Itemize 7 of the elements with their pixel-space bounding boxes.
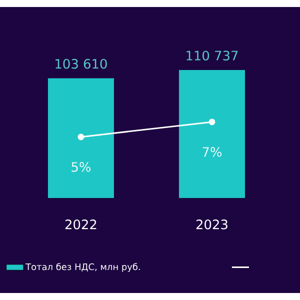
data-label: 103 610 (56, 58, 107, 69)
x-tick-label: 2022 (65, 220, 96, 230)
data-label: 5% (72, 162, 91, 172)
x-tick-label: 2023 (196, 220, 228, 230)
data-label: 7% (202, 147, 222, 157)
data-label: 110 737 (186, 50, 238, 60)
legend-label: Тотал без НДС, млн руб. (26, 263, 140, 272)
